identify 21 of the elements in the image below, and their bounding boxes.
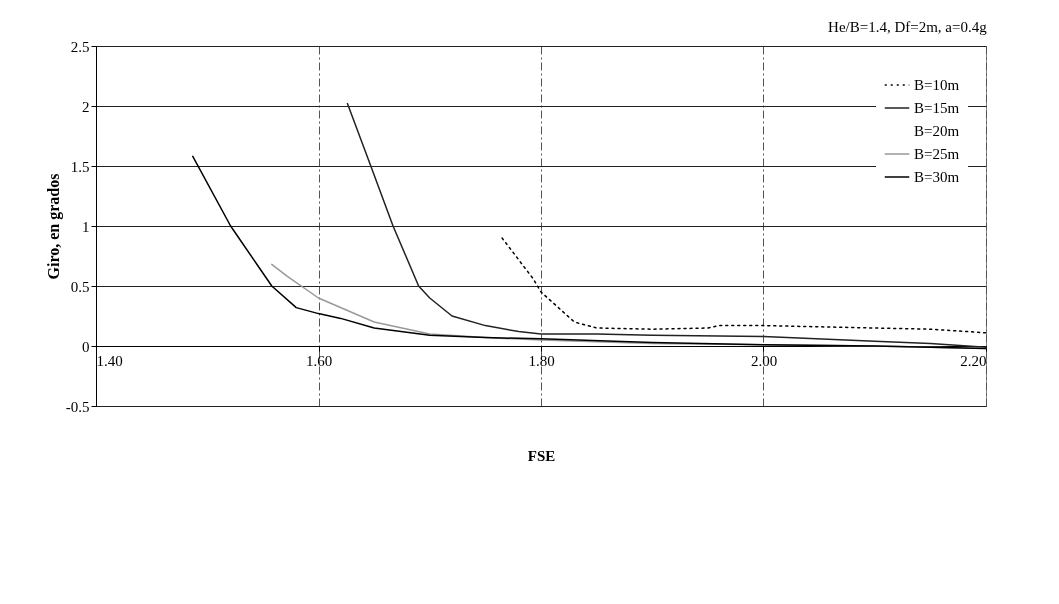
legend-label: B=10m xyxy=(914,77,960,93)
x-tick-label: 1.80 xyxy=(528,352,555,369)
y-tick-label: 1.5 xyxy=(70,158,90,175)
x-tick-label: 2.20 xyxy=(960,352,987,369)
legend-label: B=25m xyxy=(914,146,960,162)
y-tick-label: -0.5 xyxy=(65,398,90,415)
x-tick-label: 1.60 xyxy=(305,352,333,369)
y-tick-label: 0.5 xyxy=(70,278,90,295)
y-tick-label: 1 xyxy=(82,218,90,235)
line-series xyxy=(501,237,987,334)
x-axis-title: FSE xyxy=(527,447,556,464)
text: He/B=1.4, Df=2m, a=0.4g xyxy=(828,19,988,35)
x-tick-label: 2.00 xyxy=(750,352,778,369)
y-tick-label: 2.5 xyxy=(70,38,90,55)
x-tick-label: 1.40 xyxy=(96,352,123,369)
legend-label: B=30m xyxy=(914,169,960,185)
legend-label: B=15m xyxy=(914,100,960,116)
y-axis-title: Giro, en grados xyxy=(44,173,63,280)
text: B=20m xyxy=(914,123,960,139)
y-tick-label: 0 xyxy=(82,338,90,355)
y-tick-label: 2 xyxy=(82,98,90,115)
